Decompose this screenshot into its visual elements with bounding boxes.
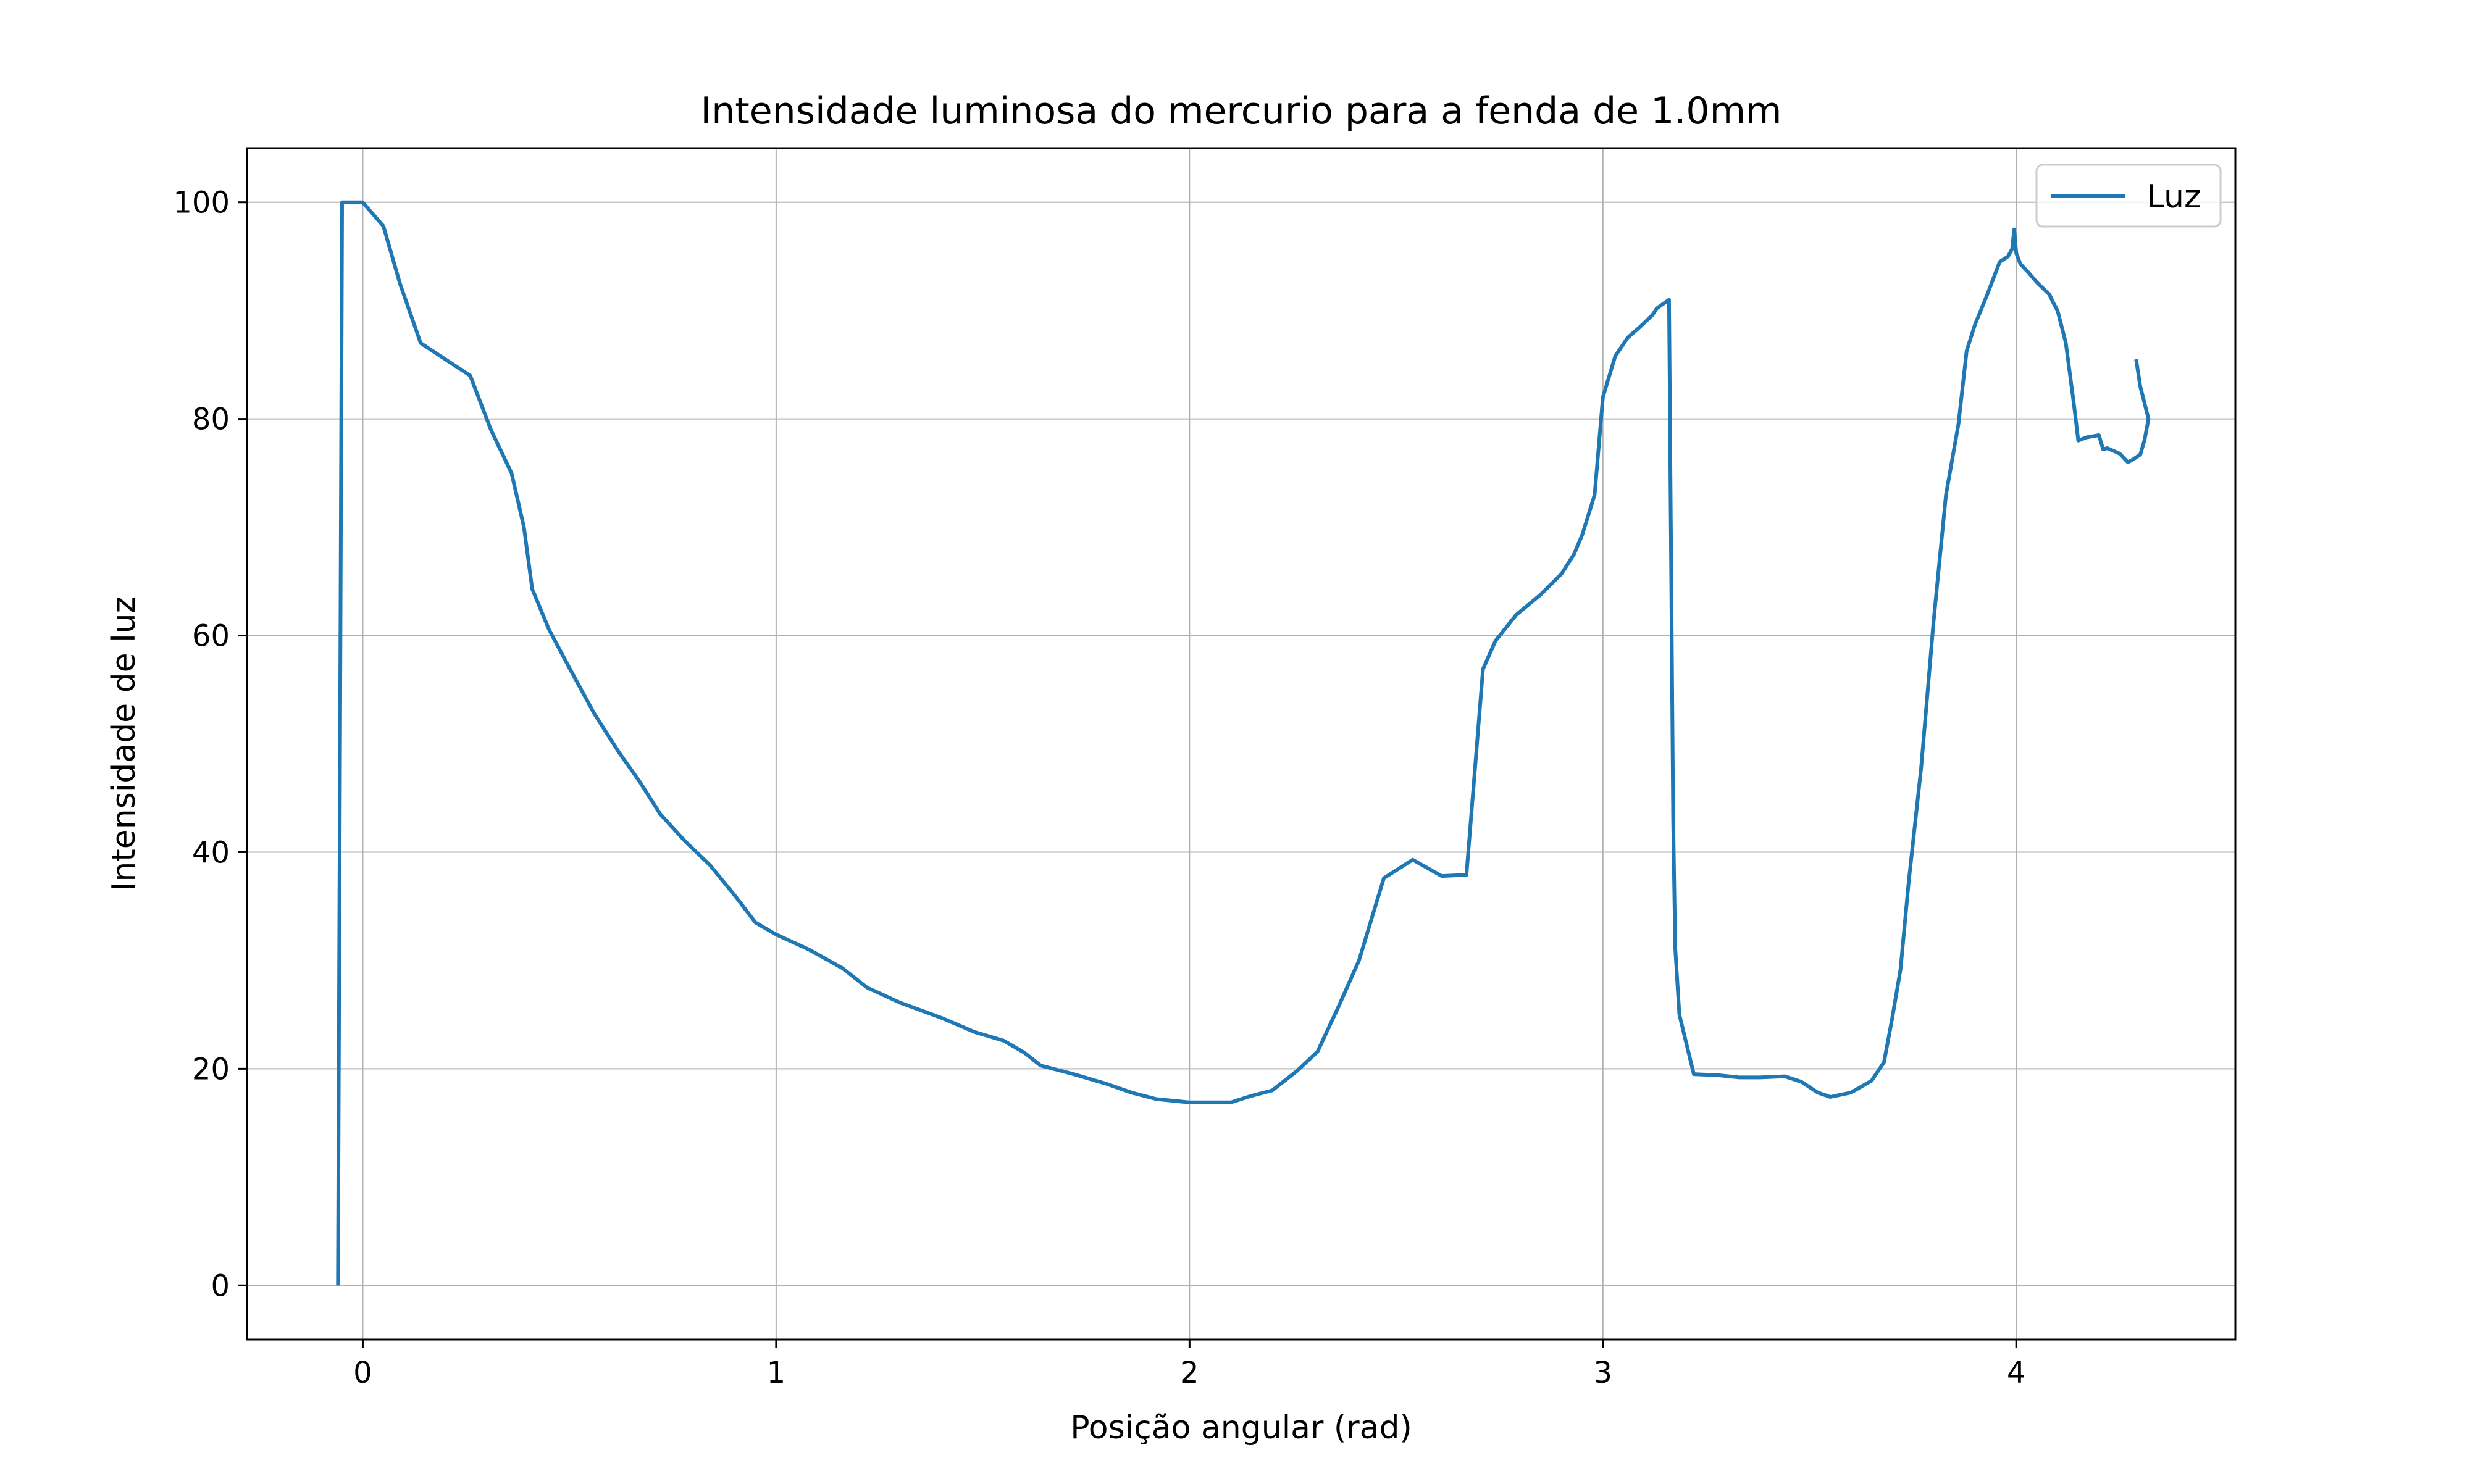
y-tick-label: 80 (192, 402, 230, 437)
legend-box (2035, 164, 2222, 228)
x-tick-label: 0 (353, 1356, 372, 1390)
y-tick-label: 60 (192, 619, 230, 654)
y-tick-label: 0 (211, 1269, 230, 1303)
series-layer (336, 200, 2151, 1286)
y-axis-label: Intensidade de luz (106, 596, 143, 891)
x-tick-label: 4 (2007, 1356, 2026, 1390)
y-tick-label: 20 (192, 1052, 230, 1086)
chart-title: Intensidade luminosa do mercurio para a … (701, 90, 1782, 133)
plot-frame (246, 147, 2237, 1341)
legend-label: Luz (2146, 178, 2201, 215)
x-tick-label: 1 (767, 1356, 786, 1390)
x-tick-label: 3 (1593, 1356, 1612, 1390)
x-axis-label: Posição angular (rad) (1070, 1409, 1412, 1446)
y-tick-label: 100 (173, 186, 230, 220)
series-line-0 (336, 200, 2151, 1286)
legend: Luz (2035, 164, 2222, 228)
grid (247, 148, 2235, 1340)
y-tick-label: 40 (192, 835, 230, 870)
x-tick-label: 2 (1180, 1356, 1199, 1390)
